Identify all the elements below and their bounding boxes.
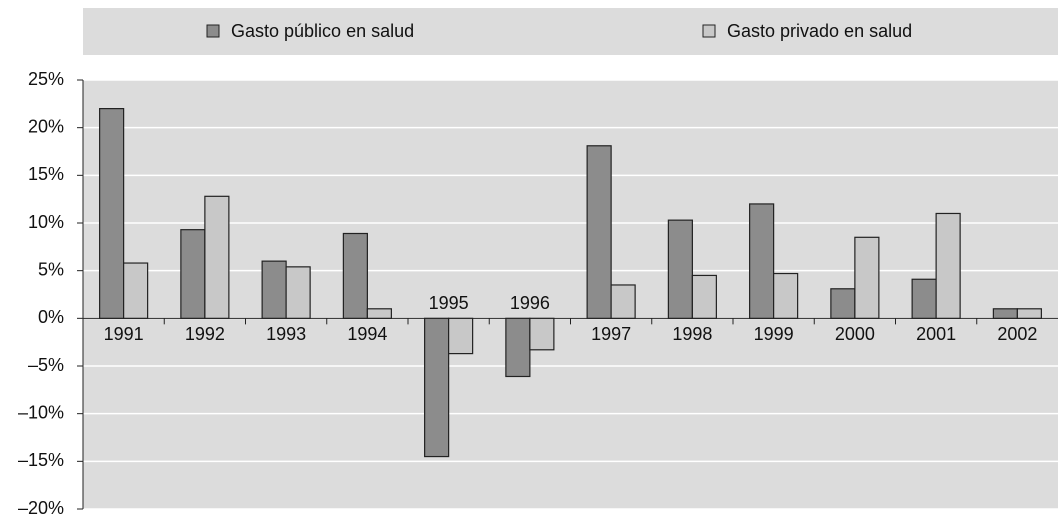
x-tick-label: 1993 [266,324,306,344]
bar [854,236,880,319]
bar [261,260,287,319]
x-tick-label: 1994 [347,324,387,344]
y-tick-label: 20% [28,116,64,136]
x-tick-label: 2002 [997,324,1037,344]
bar [342,232,368,319]
bar [285,266,311,319]
x-tick-label: 1997 [591,324,631,344]
x-tick-label: 2000 [835,324,875,344]
y-tick-label: 25% [28,69,64,89]
bar [749,203,775,319]
x-tick-label: 1995 [429,293,469,313]
bar [667,219,693,319]
x-tick-label: 2001 [916,324,956,344]
bar [773,272,799,319]
y-tick-label: –20% [18,498,64,518]
legend-band [83,8,1058,55]
legend-swatch [702,24,716,38]
legend-swatch [206,24,220,38]
y-tick-label: –15% [18,450,64,470]
bar [992,308,1018,319]
bar [99,107,125,319]
y-tick-label: –5% [28,355,64,375]
bar [123,262,149,319]
x-tick-label: 1991 [104,324,144,344]
bar [448,317,474,355]
bar [505,317,531,378]
legend-label: Gasto público en salud [231,21,414,41]
y-tick-label: 5% [38,259,64,279]
bar [935,212,961,319]
bar [610,284,636,319]
x-tick-label: 1996 [510,293,550,313]
bar [366,308,392,319]
bar [830,288,856,319]
bar [180,229,206,319]
y-tick-label: 15% [28,164,64,184]
x-tick-label: 1998 [672,324,712,344]
y-tick-label: 10% [28,212,64,232]
y-tick-label: 0% [38,307,64,327]
bar [691,274,717,319]
legend-label: Gasto privado en salud [727,21,912,41]
y-tick-label: –10% [18,402,64,422]
bar [529,317,555,351]
bar [911,278,937,319]
bar [204,195,230,319]
x-tick-label: 1999 [754,324,794,344]
x-tick-label: 1992 [185,324,225,344]
bar [424,317,450,458]
plot-area [83,80,1058,509]
bar [586,145,612,319]
bar [1016,308,1042,319]
